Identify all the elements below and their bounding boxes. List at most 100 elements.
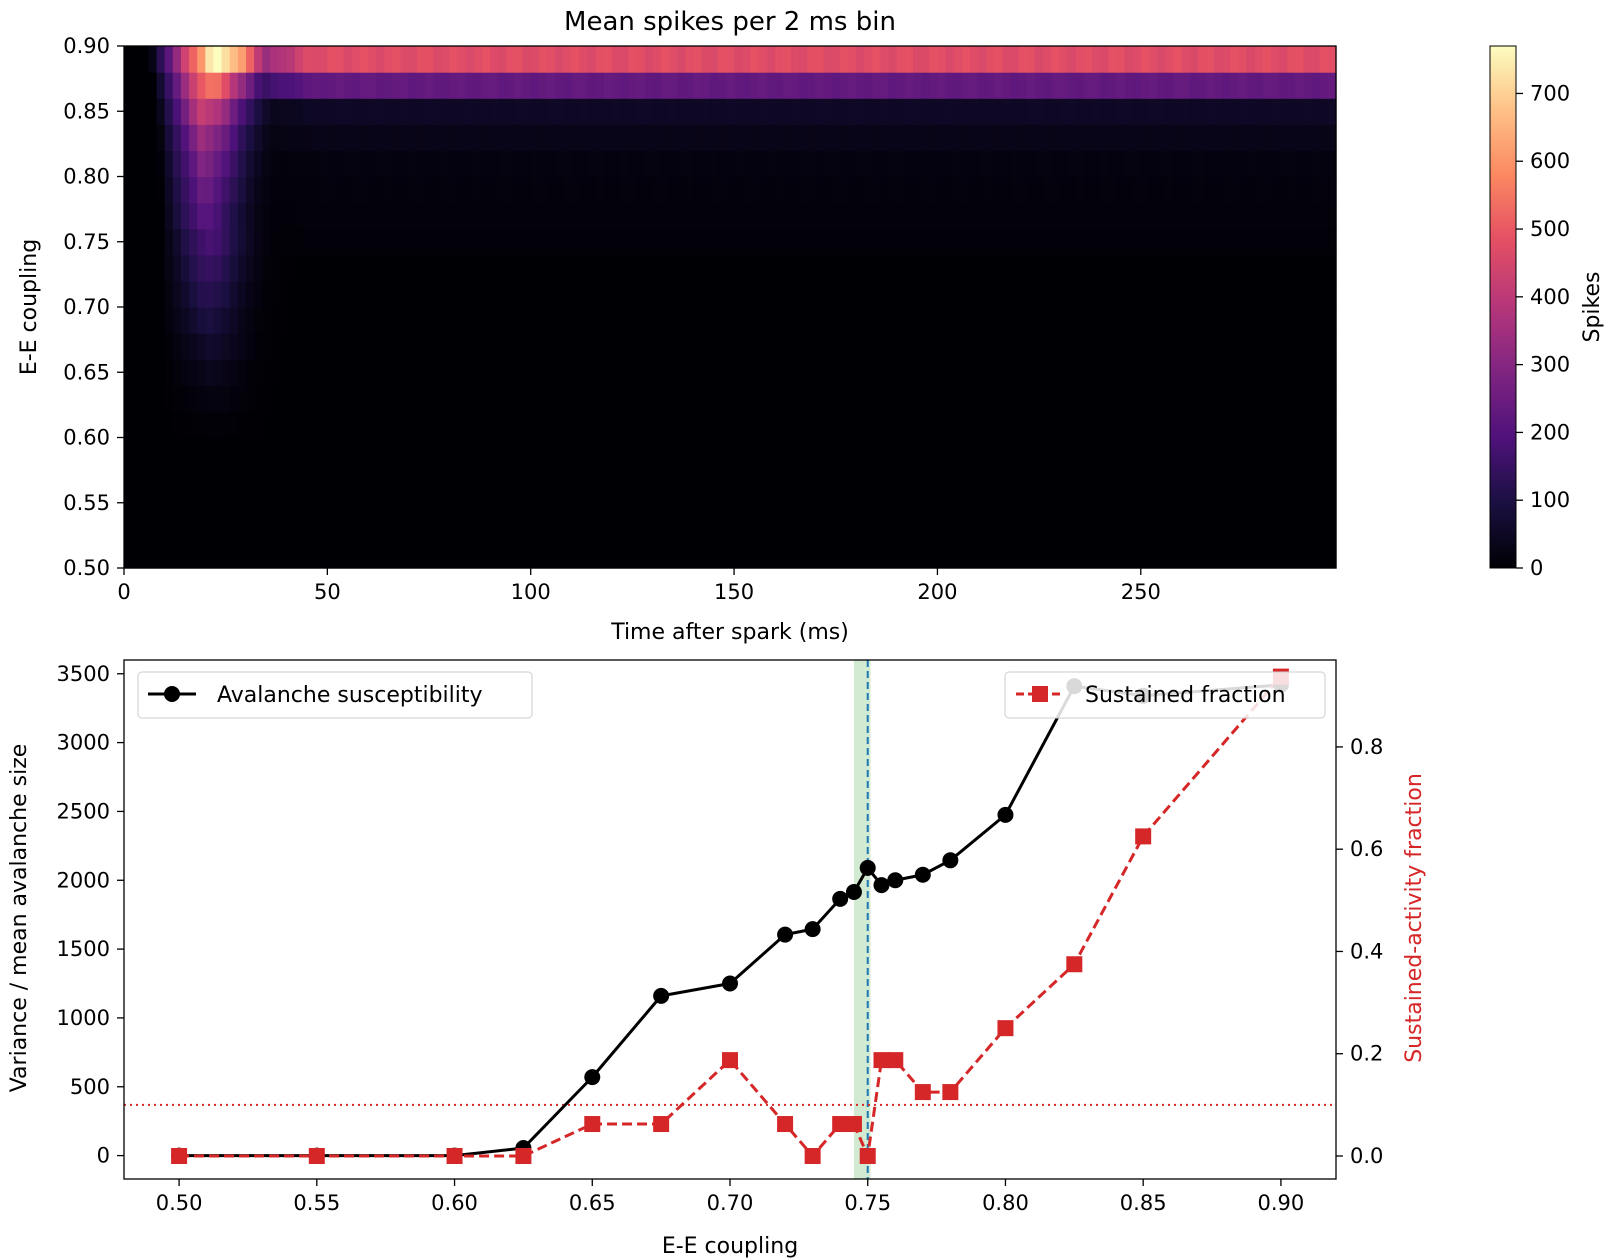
heatmap-cell <box>164 202 174 230</box>
heatmap-cell <box>1083 280 1093 308</box>
heatmap-cell <box>587 46 597 73</box>
heatmap-cell <box>441 124 450 151</box>
heatmap-cell <box>1075 254 1085 282</box>
heatmap-cell <box>986 202 995 230</box>
heatmap-cell <box>571 411 581 439</box>
heatmap-cell <box>1222 228 1231 256</box>
sustained-fraction-point <box>873 1052 890 1069</box>
susceptibility-point <box>777 926 794 943</box>
heatmap-cell <box>1303 254 1313 282</box>
heatmap-cell <box>1262 254 1272 282</box>
heatmap-cell <box>1116 254 1126 282</box>
heatmap-cell <box>538 254 548 282</box>
heatmap-cell <box>172 98 182 125</box>
colorbar-tick-label: 200 <box>1530 420 1570 444</box>
heatmap-cell <box>1051 385 1061 412</box>
heatmap-cell <box>270 202 280 230</box>
heatmap-cell <box>1148 280 1158 308</box>
heatmap-cell <box>221 46 231 73</box>
heatmap-cell <box>717 98 727 125</box>
heatmap-cell <box>969 176 979 204</box>
heatmap-cell <box>701 228 711 256</box>
heatmap-cell <box>1116 124 1126 151</box>
heatmap-cell <box>286 98 296 125</box>
heatmap-cell <box>351 124 361 151</box>
heatmap-cell <box>660 437 670 569</box>
bottom-x-ticks: 0.50 0.55 0.60 0.65 0.70 0.75 0.80 0.85 0.90 <box>156 1179 1304 1215</box>
heatmap-cell <box>441 385 450 412</box>
heatmap-cell <box>1002 176 1012 204</box>
heatmap-cell <box>636 411 646 439</box>
heatmap-cell <box>1100 98 1109 125</box>
heatmap-cell <box>172 150 182 178</box>
heatmap-cell <box>937 359 947 386</box>
heatmap-cell <box>904 437 914 569</box>
heatmap-cell <box>896 150 906 178</box>
heatmap-cell <box>1189 46 1199 73</box>
heatmap-cell <box>311 98 320 125</box>
heatmap-cell <box>335 124 345 151</box>
heatmap-cell <box>1108 307 1117 334</box>
heatmap-cell <box>319 176 328 204</box>
heatmap-cell <box>701 437 711 569</box>
heatmap-cell <box>229 98 239 125</box>
heatmap-cell <box>1043 385 1052 412</box>
heatmap-cell <box>1254 46 1264 73</box>
heatmap-cell <box>1124 254 1134 282</box>
heatmap-cell <box>587 359 597 386</box>
heatmap-cell <box>986 307 995 334</box>
heatmap-cell <box>286 359 296 386</box>
heatmap-cell <box>896 411 906 439</box>
heatmap-cell <box>758 385 768 412</box>
heatmap-cell <box>685 46 694 73</box>
y-tick-label: 2000 <box>57 868 110 892</box>
heatmap-cell <box>758 437 768 569</box>
heatmap-cell <box>546 385 556 412</box>
heatmap-cell <box>864 411 873 439</box>
heatmap-cell <box>400 228 410 256</box>
heatmap-cell <box>791 307 800 334</box>
heatmap-cell <box>473 359 483 386</box>
heatmap-cell <box>124 124 133 151</box>
heatmap-cell <box>1075 359 1085 386</box>
heatmap-cell <box>961 437 971 569</box>
heatmap-cell <box>213 411 223 439</box>
heatmap-cell <box>335 333 345 360</box>
heatmap-cell <box>1287 124 1296 151</box>
heatmap-cell <box>945 124 955 151</box>
heatmap-cell <box>1026 150 1036 178</box>
heatmap-cell <box>904 411 914 439</box>
heatmap-cell <box>929 437 939 569</box>
heatmap-title: Mean spikes per 2 ms bin <box>564 7 896 37</box>
heatmap-cell <box>961 176 971 204</box>
heatmap-cell <box>1026 124 1036 151</box>
heatmap-cell <box>1311 124 1321 151</box>
heatmap-cell <box>1075 150 1085 178</box>
heatmap-cell <box>831 150 841 178</box>
heatmap-cell <box>538 46 548 73</box>
heatmap-cell <box>538 176 548 204</box>
heatmap-cell <box>774 202 784 230</box>
heatmap-cell <box>1238 437 1248 569</box>
heatmap-cell <box>1230 202 1239 230</box>
heatmap-cell <box>815 72 825 99</box>
heatmap-cell <box>969 333 979 360</box>
heatmap-cell <box>677 72 686 99</box>
heatmap-cell <box>888 176 898 204</box>
heatmap-cell <box>180 176 190 204</box>
heatmap-cell <box>1108 150 1117 178</box>
heatmap-cell <box>180 202 190 230</box>
heatmap-cell <box>1002 254 1012 282</box>
heatmap-cell <box>1075 124 1085 151</box>
heatmap-cell <box>782 359 792 386</box>
heatmap-cell <box>774 385 784 412</box>
heatmap-cell <box>1311 254 1321 282</box>
heatmap-cell <box>1262 46 1272 73</box>
heatmap-cell <box>1173 202 1183 230</box>
heatmap-cell <box>766 72 776 99</box>
heatmap-cell <box>1157 254 1166 282</box>
heatmap-cell <box>791 228 800 256</box>
heatmap-cell <box>254 411 263 439</box>
heatmap-cell <box>913 202 922 230</box>
